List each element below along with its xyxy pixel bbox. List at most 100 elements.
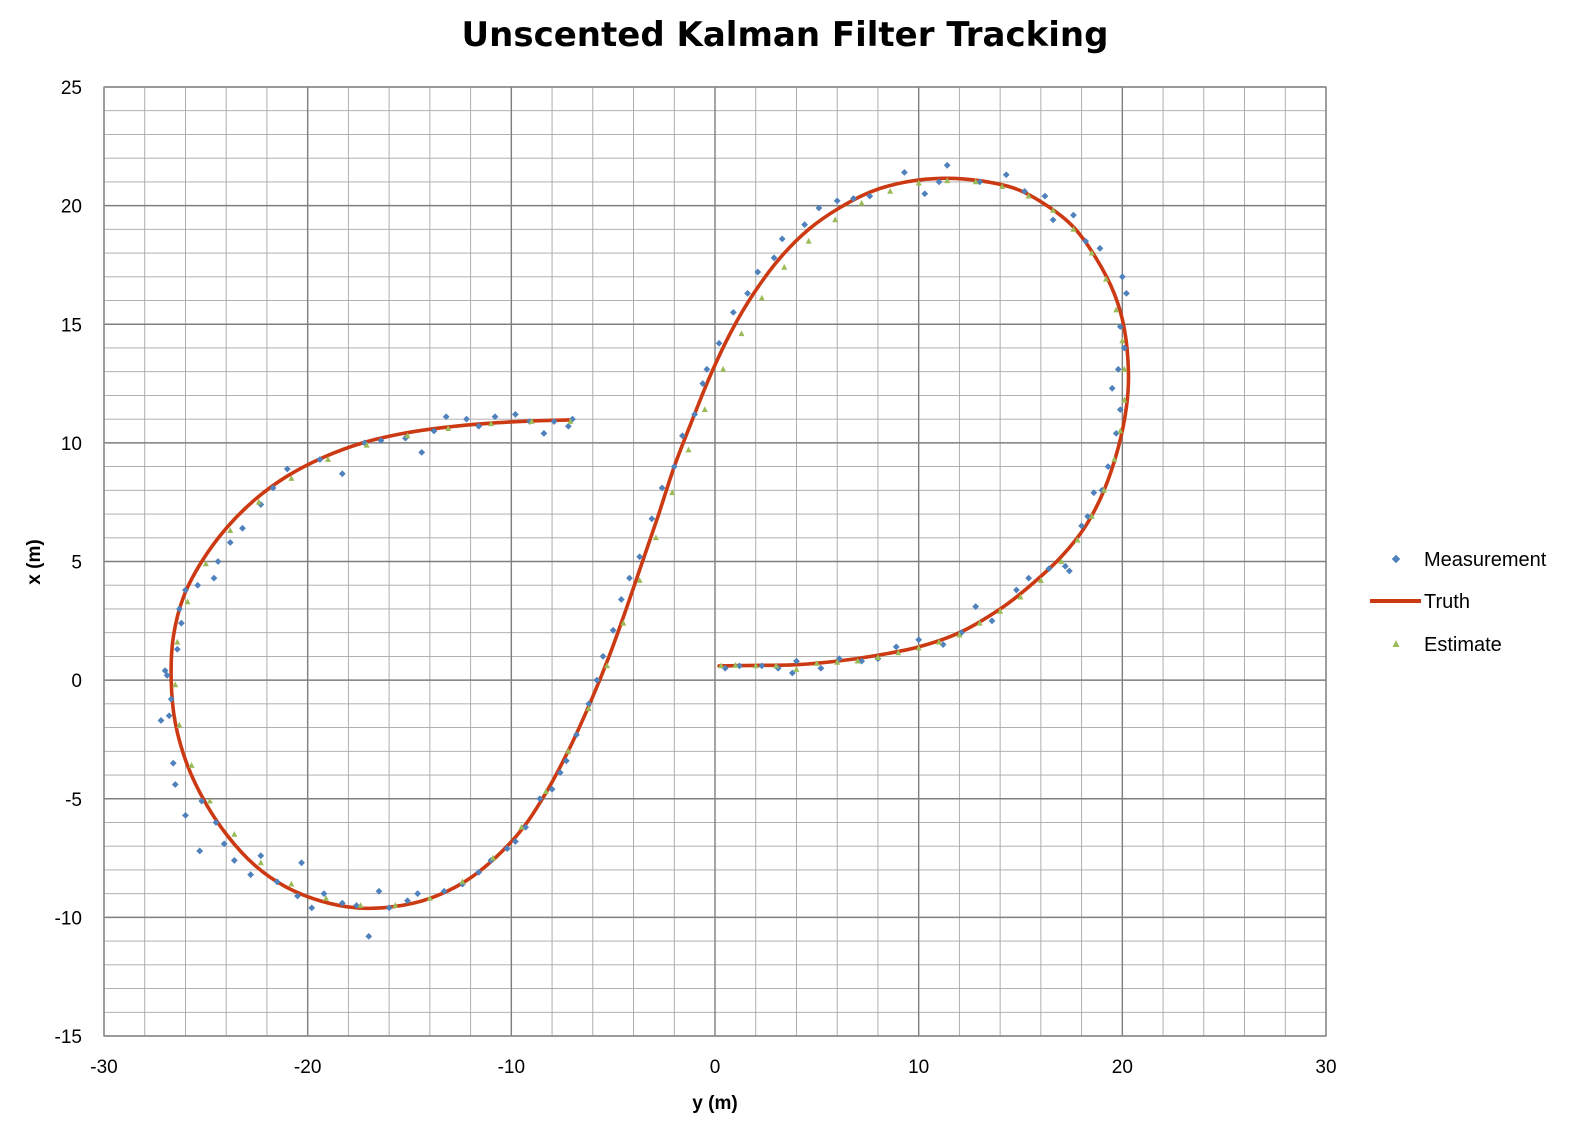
y-tick-label: 15 — [61, 315, 82, 336]
estimate-point — [404, 432, 411, 439]
x-tick-label: -30 — [90, 1057, 117, 1078]
estimate-point — [1113, 306, 1120, 313]
x-tick-label: 10 — [908, 1057, 929, 1078]
estimate-point — [231, 830, 238, 837]
estimate-point — [1025, 192, 1032, 199]
measurement-point — [1120, 344, 1128, 352]
measurement-point — [294, 892, 301, 900]
estimate-point — [832, 216, 839, 223]
measurement-point — [1065, 567, 1073, 575]
measurement-point — [475, 422, 483, 430]
measurement-point — [648, 515, 656, 523]
measurement-point — [850, 195, 857, 202]
measurement-point — [308, 904, 316, 912]
estimate-point — [585, 705, 592, 711]
estimate-point — [854, 657, 861, 664]
estimate-point — [174, 638, 181, 645]
measurement-point — [744, 290, 751, 297]
measurement-point — [316, 456, 324, 463]
measurement-point — [935, 178, 943, 186]
estimate-point — [490, 854, 497, 861]
measurement-point — [636, 553, 644, 561]
estimate-point — [184, 598, 191, 605]
measurement-point — [1002, 171, 1010, 179]
estimate-point — [972, 178, 979, 185]
measurement-point — [1045, 565, 1053, 573]
measurement-series — [157, 161, 1130, 940]
estimate-point — [1121, 396, 1128, 403]
estimate-point — [172, 681, 179, 688]
measurement-point — [658, 484, 666, 492]
y-axis-tick-labels: 25 20 15 10 5 0 -5 -10 -15 — [55, 78, 82, 1048]
measurement-point — [173, 645, 181, 653]
measurement-point — [157, 717, 165, 724]
measurement-point — [617, 596, 625, 603]
estimate-point — [669, 489, 676, 496]
measurement-point — [679, 432, 686, 440]
measurement-point — [338, 470, 346, 478]
measurement-point — [165, 712, 173, 720]
measurement-point — [972, 603, 980, 610]
estimate-point — [1117, 427, 1124, 434]
measurement-point — [573, 731, 580, 739]
estimate-point — [752, 662, 759, 669]
estimate-point — [732, 662, 739, 668]
estimate-point — [701, 406, 708, 413]
measurement-point — [385, 904, 393, 912]
y-tick-label: -5 — [65, 790, 82, 811]
legend-measurement-marker — [1391, 554, 1401, 564]
measurement-point — [626, 574, 633, 582]
estimate-point — [363, 441, 370, 448]
measurement-point — [1049, 216, 1057, 224]
estimate-point — [758, 294, 765, 301]
estimate-point — [518, 823, 525, 830]
measurement-point — [866, 192, 874, 200]
measurement-point — [585, 700, 593, 708]
measurement-point — [801, 221, 809, 229]
estimate-point — [874, 654, 881, 660]
estimate-point — [206, 797, 213, 804]
estimate-point — [445, 425, 452, 432]
estimate-point — [636, 577, 643, 583]
measurement-point — [670, 463, 678, 470]
measurement-point — [273, 878, 281, 886]
estimate-point — [834, 658, 841, 665]
estimate-point — [188, 762, 195, 768]
plot-border — [103, 86, 1327, 1037]
x-tick-label: 20 — [1112, 1057, 1133, 1078]
measurement-point — [491, 413, 499, 421]
measurement-point — [1013, 586, 1020, 594]
measurement-point — [901, 169, 908, 176]
estimate-point — [325, 456, 332, 462]
measurement-point — [609, 626, 617, 634]
measurement-point — [770, 254, 778, 262]
measurement-point — [194, 581, 202, 589]
chart-title: Unscented Kalman Filter Tracking — [462, 15, 1109, 55]
estimate-point — [773, 662, 780, 669]
measurement-point — [503, 845, 511, 852]
legend-estimate-marker — [1392, 640, 1400, 647]
y-tick-label: 10 — [61, 434, 82, 455]
measurement-point — [1108, 384, 1116, 392]
measurement-point — [298, 859, 305, 867]
measurement-point — [988, 617, 996, 625]
measurement-point — [169, 759, 177, 767]
estimate-point — [1101, 486, 1108, 493]
y-tick-label: 0 — [71, 671, 82, 692]
estimate-point — [813, 660, 820, 666]
measurement-point — [512, 838, 519, 845]
estimate-point — [944, 177, 951, 184]
measurement-point — [1096, 244, 1104, 252]
measurement-point — [283, 465, 291, 473]
measurement-point — [1025, 574, 1033, 582]
estimate-point — [1070, 225, 1077, 232]
measurement-point — [943, 161, 951, 169]
measurement-point — [976, 178, 984, 186]
measurement-point — [365, 932, 373, 940]
measurement-point — [1082, 237, 1090, 245]
legend: Measurement Truth Estimate — [1370, 549, 1547, 656]
measurement-point — [1041, 192, 1049, 200]
measurement-point — [1090, 489, 1098, 497]
measurement-point — [196, 847, 204, 855]
measurement-point — [593, 676, 601, 684]
